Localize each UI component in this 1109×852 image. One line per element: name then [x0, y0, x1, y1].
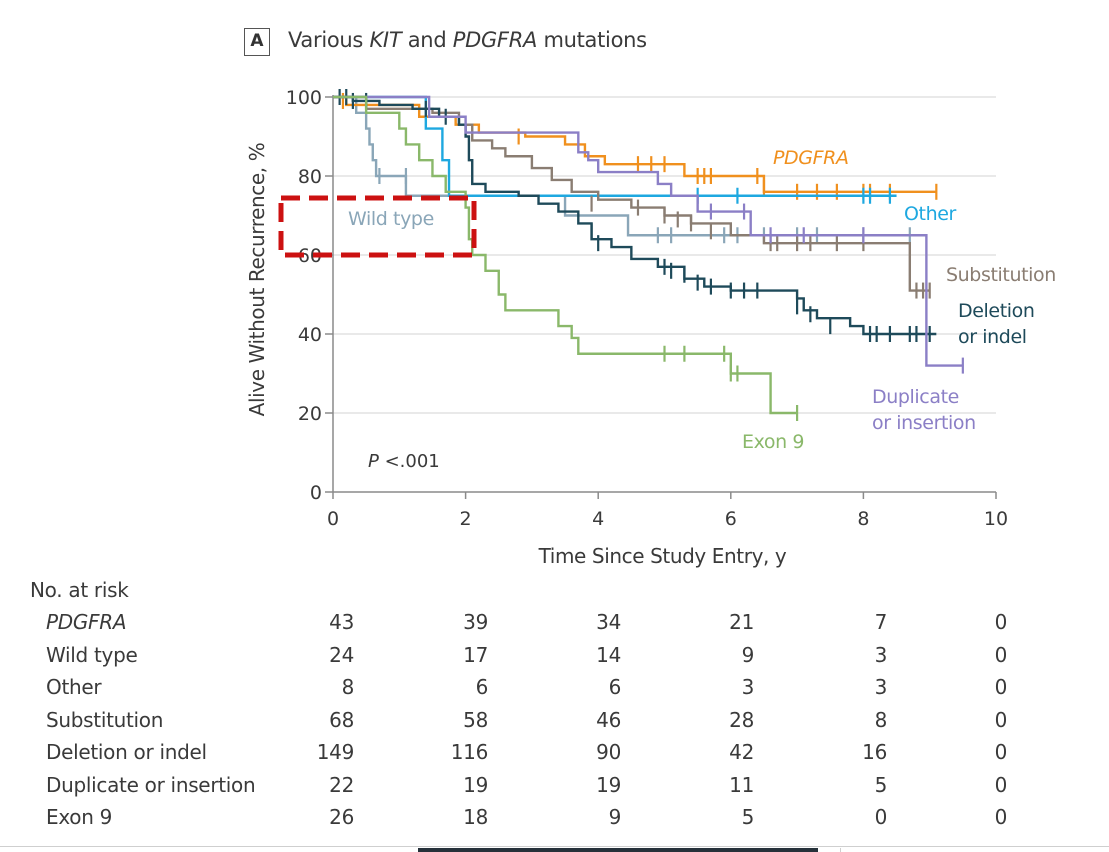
- risk-value: 90: [596, 740, 621, 764]
- title-part-kit: KIT: [369, 28, 402, 52]
- series-label: Deletion or indel: [958, 300, 1034, 348]
- km-curve-pdgfra: [333, 95, 937, 193]
- y-axis-label: Alive Without Recurrence, %: [245, 143, 269, 417]
- series-label: Duplicate or insertion: [872, 386, 976, 434]
- risk-value: 3: [741, 675, 755, 699]
- p-value-annotation: P <.001: [368, 451, 440, 472]
- km-curve-duplicate-or-insertion: [333, 95, 963, 367]
- x-axis-label: Time Since Study Entry, y: [538, 544, 787, 568]
- risk-value: 8: [874, 707, 888, 732]
- x-tick-label: 6: [725, 508, 737, 530]
- title-part: Various: [288, 28, 370, 52]
- risk-row-label: Duplicate or insertion: [46, 772, 256, 797]
- risk-value: 6: [608, 675, 622, 699]
- risk-value: 8: [341, 675, 355, 699]
- risk-value: 5: [874, 772, 888, 797]
- title-part: mutations: [537, 28, 647, 52]
- series-label: Wild type: [348, 208, 434, 230]
- risk-value: 19: [596, 772, 621, 797]
- risk-table-row: Substitution 68 58 46 28 8 0: [0, 708, 1109, 740]
- risk-table-heading: No. at risk: [30, 578, 129, 602]
- risk-row-label: Wild type: [46, 642, 138, 667]
- risk-value: 21: [729, 610, 754, 634]
- km-curve-substitution: [333, 95, 930, 292]
- risk-row-label: Exon 9: [46, 805, 113, 829]
- panel-label: A: [244, 28, 270, 56]
- risk-row-label: Other: [46, 675, 102, 699]
- risk-value: 149: [316, 740, 355, 764]
- risk-value: 6: [475, 675, 489, 699]
- risk-value: 17: [463, 642, 488, 667]
- risk-table-row: Wild type 24 17 14 9 3 0: [0, 643, 1109, 675]
- risk-value: 0: [994, 740, 1008, 764]
- km-curve-wild-type: [333, 95, 910, 237]
- risk-value: 116: [450, 740, 489, 764]
- x-tick-label: 8: [857, 508, 869, 530]
- y-tick-label: 20: [298, 403, 322, 425]
- risk-value: 16: [862, 740, 887, 764]
- risk-value: 68: [329, 707, 354, 732]
- risk-value: 24: [329, 642, 354, 667]
- risk-value: 34: [596, 610, 621, 634]
- y-tick-label: 0: [310, 482, 322, 504]
- risk-table-row: Duplicate or insertion 22 19 19 11 5 0: [0, 773, 1109, 805]
- risk-value: 46: [596, 707, 621, 732]
- risk-value: 3: [874, 675, 888, 699]
- y-tick-label: 60: [298, 245, 322, 267]
- x-tick-label: 10: [984, 508, 1008, 530]
- km-curve-exon-9: [333, 95, 798, 415]
- risk-value: 0: [994, 675, 1008, 699]
- series-label: Exon 9: [742, 431, 804, 453]
- x-tick-label: 2: [460, 508, 472, 530]
- risk-value: 22: [329, 772, 354, 797]
- risk-value: 42: [729, 740, 754, 764]
- series-label: Other: [904, 203, 957, 225]
- divider-tick: [840, 848, 841, 852]
- risk-value: 0: [994, 772, 1008, 797]
- risk-row-label: PDGFRA: [46, 610, 127, 634]
- risk-value: 9: [741, 642, 755, 667]
- risk-table-row: Deletion or indel 149 116 90 42 16 0: [0, 740, 1109, 772]
- risk-value: 18: [463, 805, 488, 829]
- risk-table-row: PDGFRA 43 39 34 21 7 0: [0, 610, 1109, 642]
- divider: [0, 846, 1109, 847]
- risk-value: 0: [994, 805, 1008, 829]
- series-label: Substitution: [946, 264, 1056, 286]
- risk-table-row: Other 8 6 6 3 3 0: [0, 675, 1109, 707]
- risk-value: 5: [741, 805, 755, 829]
- risk-value: 58: [463, 707, 488, 732]
- series-label: PDGFRA: [773, 147, 849, 169]
- risk-row-label: Deletion or indel: [46, 740, 207, 764]
- risk-value: 3: [874, 642, 888, 667]
- risk-value: 28: [729, 707, 754, 732]
- y-tick-label: 80: [298, 166, 322, 188]
- chart-title: Various KIT and PDGFRA mutations: [288, 28, 647, 52]
- risk-value: 14: [596, 642, 621, 667]
- risk-table-row: Exon 9 26 18 9 5 0 0: [0, 805, 1109, 837]
- y-tick-label: 100: [286, 87, 322, 109]
- risk-value: 0: [874, 805, 888, 829]
- scrollbar-thumb[interactable]: [418, 848, 818, 852]
- risk-value: 0: [994, 610, 1008, 634]
- risk-value: 0: [994, 642, 1008, 667]
- risk-value: 11: [729, 772, 754, 797]
- risk-row-label: Substitution: [46, 707, 164, 732]
- risk-value: 0: [994, 707, 1008, 732]
- title-part: and: [401, 28, 453, 52]
- x-tick-label: 0: [327, 508, 339, 530]
- risk-value: 7: [874, 610, 888, 634]
- y-tick-label: 40: [298, 324, 322, 346]
- risk-value: 43: [329, 610, 354, 634]
- highlight-box: [278, 195, 477, 258]
- risk-value: 19: [463, 772, 488, 797]
- x-tick-label: 4: [592, 508, 604, 530]
- title-part-pdgfra: PDGFRA: [452, 28, 538, 52]
- risk-value: 9: [608, 805, 622, 829]
- risk-value: 26: [329, 805, 354, 829]
- risk-value: 39: [463, 610, 488, 634]
